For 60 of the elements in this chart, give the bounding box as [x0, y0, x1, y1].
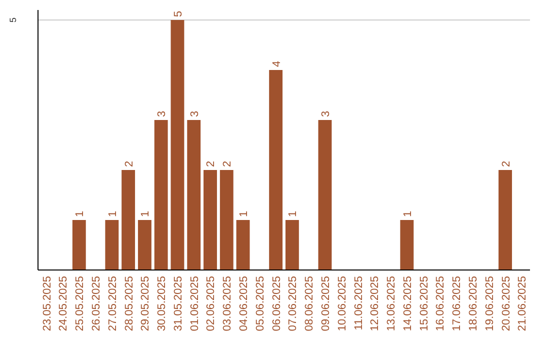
bar [105, 220, 119, 270]
x-tick-label: 19.06.2025 [484, 276, 496, 332]
x-tick-label: 26.05.2025 [90, 276, 103, 332]
data-label: 3 [320, 110, 332, 117]
x-tick-label: 09.06.2025 [320, 276, 332, 332]
bar [122, 170, 136, 270]
bar [220, 170, 234, 270]
bar [72, 220, 86, 270]
x-tick-label: 13.06.2025 [386, 276, 398, 332]
x-tick-label: 15.06.2025 [418, 276, 430, 332]
data-label: 1 [140, 210, 152, 217]
x-tick-label: 05.06.2025 [254, 276, 266, 332]
bar [285, 220, 299, 270]
data-label: 1 [106, 210, 119, 217]
data-label: 1 [238, 210, 250, 217]
x-tick-label: 04.06.2025 [238, 276, 250, 332]
data-label: 4 [270, 60, 283, 67]
x-tick-label: 12.06.2025 [369, 276, 382, 332]
data-label: 1 [402, 210, 414, 217]
bar [170, 20, 184, 270]
x-tick-label: 28.05.2025 [123, 276, 136, 332]
x-tick-label: 18.06.2025 [467, 276, 480, 332]
x-tick-label: 01.06.2025 [188, 276, 201, 332]
bar [154, 120, 168, 270]
data-label: 5 [172, 10, 184, 17]
x-tick-label: 06.06.2025 [270, 276, 283, 332]
data-label: 2 [205, 160, 218, 167]
bar [400, 220, 414, 270]
x-tick-label: 17.06.2025 [451, 276, 464, 332]
bar [138, 220, 152, 270]
data-label: 1 [74, 210, 86, 217]
x-tick-label: 03.06.2025 [222, 276, 234, 332]
data-label: 1 [287, 210, 300, 217]
x-tick-label: 10.06.2025 [336, 276, 348, 332]
x-tick-label: 16.06.2025 [434, 276, 447, 332]
data-label: 3 [156, 110, 168, 117]
data-label: 2 [500, 160, 512, 167]
bar [187, 120, 201, 270]
data-label: 3 [188, 110, 201, 117]
x-tick-label: 25.05.2025 [74, 276, 86, 332]
x-tick-label: 21.06.2025 [516, 276, 529, 332]
x-tick-label: 07.06.2025 [287, 276, 300, 332]
data-label: 2 [222, 160, 234, 167]
x-tick-label: 29.05.2025 [140, 276, 152, 332]
bar [498, 170, 512, 270]
x-tick-label: 23.05.2025 [41, 276, 54, 332]
x-tick-label: 20.06.2025 [500, 276, 512, 332]
data-label: 2 [123, 160, 136, 167]
x-tick-label: 30.05.2025 [156, 276, 168, 332]
x-tick-label: 14.06.2025 [402, 276, 414, 332]
bar [318, 120, 332, 270]
x-tick-label: 02.06.2025 [205, 276, 218, 332]
x-tick-label: 08.06.2025 [304, 276, 316, 332]
bar [236, 220, 250, 270]
bar [204, 170, 217, 270]
x-tick-label: 31.05.2025 [172, 276, 184, 332]
x-tick-label: 24.05.2025 [58, 276, 70, 332]
x-tick-label: 11.06.2025 [352, 276, 365, 330]
x-tick-label: 27.05.2025 [106, 276, 119, 332]
bar [269, 70, 283, 270]
